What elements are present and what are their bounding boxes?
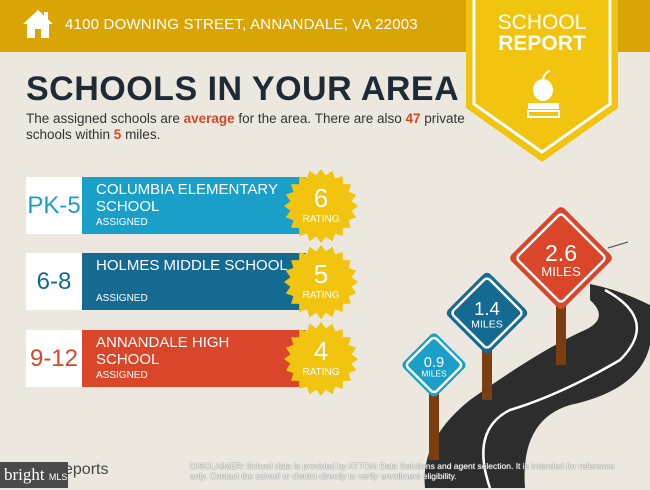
reports-brand: eports: [64, 461, 109, 478]
rating-value: 5: [313, 259, 329, 289]
sign-distance: 0.9: [424, 355, 444, 371]
rating-label: RATING: [302, 290, 340, 301]
radius-miles: 5: [113, 127, 122, 142]
assigned-label: ASSIGNED: [96, 217, 148, 228]
assigned-label: ASSIGNED: [96, 293, 148, 304]
disclaimer: DISCLAIMER: School data is provided by A…: [190, 461, 615, 481]
grade-range: PK-5: [26, 177, 82, 234]
road: [424, 284, 650, 488]
distance-sign: 2.6 MILES: [510, 207, 612, 365]
school-bar: COLUMBIA ELEMENTARY SCHOOL ASSIGNED: [82, 177, 306, 234]
rating-label: RATING: [302, 214, 340, 225]
private-count: 47: [405, 111, 421, 126]
bright-mls-logo: bright MLS: [0, 462, 68, 488]
page-title: SCHOOLS IN YOUR AREA: [26, 70, 460, 108]
school-bar: HOLMES MIDDLE SCHOOL ASSIGNED: [82, 253, 306, 310]
rating-badge: [284, 322, 358, 396]
school-bar: ANNANDALE HIGH SCHOOL ASSIGNED: [82, 330, 306, 387]
summary-text: The assigned schools are average for the…: [26, 111, 465, 142]
distance-sign: 1.4 MILES: [446, 272, 528, 400]
sign-distance: 1.4: [474, 298, 500, 319]
sign-unit: MILES: [471, 319, 503, 331]
road-center-line: [482, 288, 638, 488]
grade-range: 9-12: [26, 330, 82, 387]
sign-distance: 2.6: [545, 240, 577, 266]
school-row: 6-8 HOLMES MIDDLE SCHOOL ASSIGNED 5 RATI…: [26, 245, 358, 319]
assigned-label: ASSIGNED: [96, 370, 148, 381]
apple-books-icon: [527, 70, 560, 118]
badge-line1: SCHOOL: [497, 11, 587, 34]
rating-badge: [284, 245, 358, 319]
rating-label: RATING: [302, 367, 340, 378]
house-icon: [23, 10, 53, 38]
sign-unit: MILES: [421, 369, 447, 379]
badge-line2: REPORT: [498, 32, 586, 55]
school-name: COLUMBIA ELEMENTARY SCHOOL: [96, 181, 278, 215]
school-name: ANNANDALE HIGH SCHOOL: [96, 334, 230, 368]
school-row: 9-12 ANNANDALE HIGH SCHOOL ASSIGNED 4 RA…: [26, 322, 358, 396]
property-address: 4100 DOWNING STREET, ANNANDALE, VA 22003: [65, 16, 418, 33]
distance-sign: 0.9 MILES: [402, 333, 466, 460]
rating-value: 6: [313, 183, 329, 213]
grade-range: 6-8: [26, 253, 82, 310]
school-name: HOLMES MIDDLE SCHOOL: [96, 257, 288, 274]
rating-value: 4: [313, 336, 329, 366]
rating-badge: [284, 169, 358, 243]
quality-value: average: [183, 111, 235, 126]
school-row: PK-5 COLUMBIA ELEMENTARY SCHOOL ASSIGNED…: [26, 169, 358, 243]
sign-unit: MILES: [541, 264, 581, 279]
